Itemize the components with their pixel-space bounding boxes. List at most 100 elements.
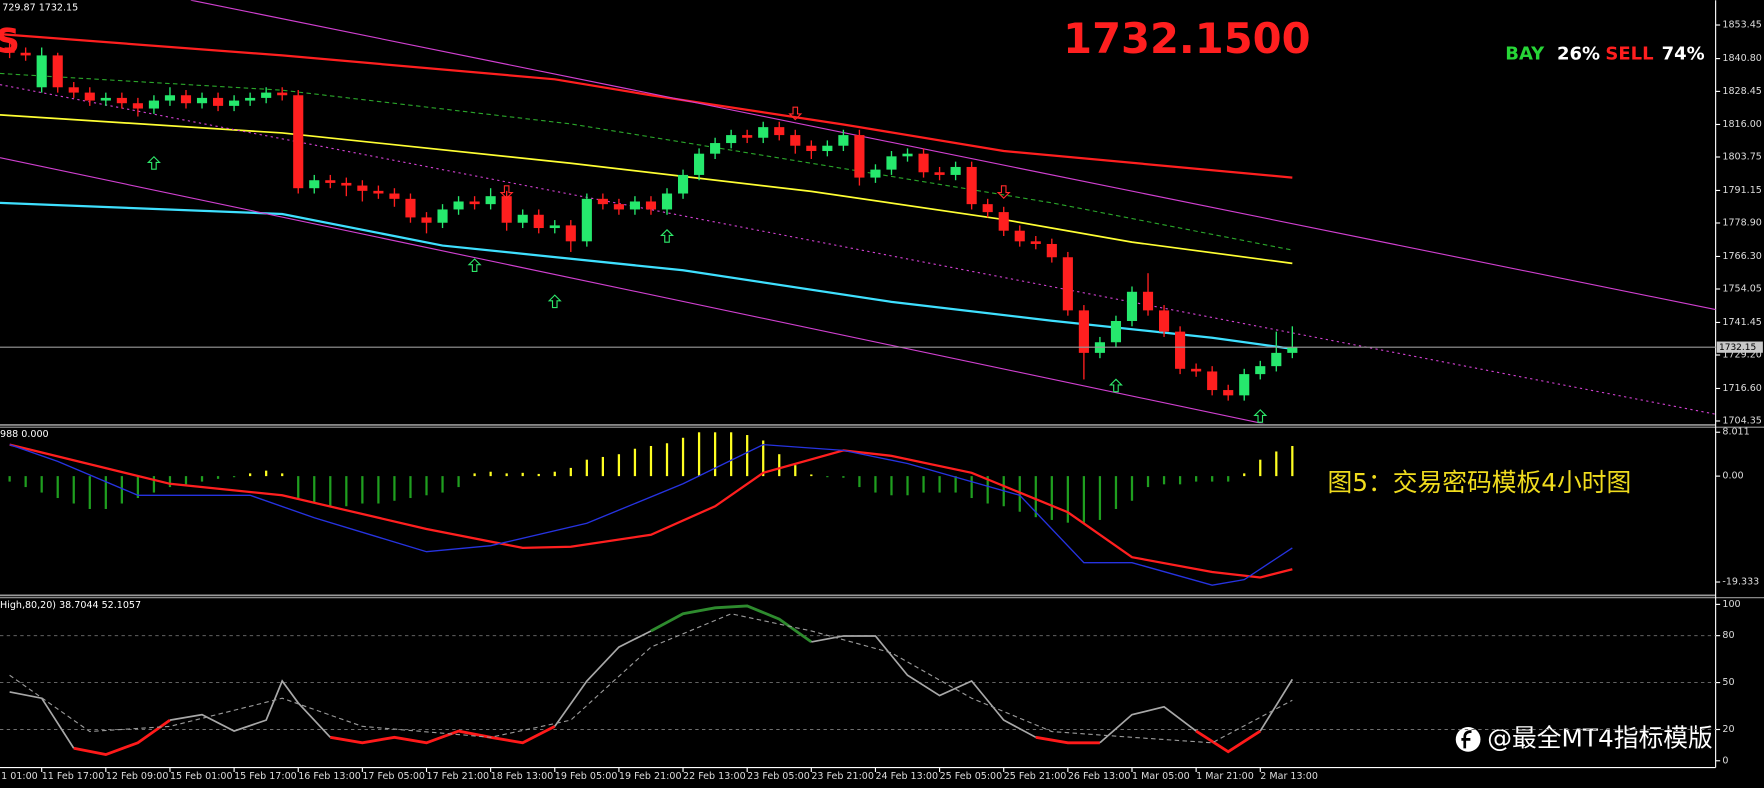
y-tick-label: 1828.45 bbox=[1722, 86, 1761, 97]
candle-body bbox=[1030, 241, 1041, 244]
candle-body bbox=[629, 201, 641, 210]
histogram-bar bbox=[136, 476, 140, 499]
candle-body bbox=[373, 190, 384, 194]
candle-body bbox=[1014, 230, 1025, 242]
stochastic-main-line bbox=[811, 635, 1037, 739]
y-tick-label: 8.011 bbox=[1722, 427, 1749, 438]
histogram-bar bbox=[521, 472, 524, 477]
histogram-bar bbox=[713, 432, 717, 477]
candle-body bbox=[4, 47, 15, 53]
histogram-bar bbox=[249, 473, 252, 477]
y-tick-label: 1778.90 bbox=[1722, 217, 1761, 228]
candle-body bbox=[148, 100, 159, 109]
candle-body bbox=[966, 166, 977, 205]
candle-body bbox=[918, 153, 929, 173]
candle-body bbox=[20, 52, 31, 56]
candle-body bbox=[1255, 366, 1266, 375]
candle-body bbox=[389, 193, 400, 199]
x-tick-label: 1 Mar 05:00 bbox=[1132, 771, 1190, 782]
x-tick-label: 15 Feb 17:00 bbox=[234, 771, 297, 782]
candle-body bbox=[645, 201, 657, 210]
histogram-bar bbox=[826, 476, 829, 478]
candle-body bbox=[950, 166, 961, 175]
price-text: 1732.1500 bbox=[1063, 14, 1310, 63]
candle-body bbox=[229, 100, 240, 106]
candle-body bbox=[1046, 243, 1057, 258]
candle-body bbox=[485, 196, 496, 205]
histogram-bar bbox=[1130, 476, 1134, 501]
histogram-bar bbox=[1050, 476, 1053, 520]
candle-body bbox=[501, 196, 512, 223]
x-tick-label: 15 Feb 01:00 bbox=[170, 771, 233, 782]
indicator-line bbox=[190, 0, 1716, 311]
histogram-bar bbox=[1178, 476, 1182, 485]
stochastic-main-line bbox=[1099, 705, 1197, 744]
x-tick-label: 17 Feb 21:00 bbox=[427, 771, 490, 782]
stochastic-main-line bbox=[169, 679, 331, 738]
sell-arrow bbox=[499, 185, 514, 199]
candle-body bbox=[661, 193, 673, 210]
indicator-line bbox=[0, 114, 1293, 265]
sell-arrow bbox=[996, 185, 1011, 199]
histogram-bar bbox=[168, 476, 172, 488]
x-tick-label: 19 Feb 21:00 bbox=[619, 771, 682, 782]
y-tick-label: 1816.00 bbox=[1722, 119, 1761, 130]
x-tick-label: 19 Feb 05:00 bbox=[555, 771, 618, 782]
x-tick-label: 12 Feb 09:00 bbox=[106, 771, 169, 782]
histogram-bar bbox=[88, 476, 91, 509]
histogram-bar bbox=[553, 471, 556, 477]
candle-body bbox=[902, 153, 913, 157]
candle-body bbox=[293, 95, 304, 189]
histogram-bar bbox=[938, 476, 941, 493]
histogram-bar bbox=[1162, 476, 1166, 485]
bid-label: 1732.15 bbox=[1719, 343, 1756, 353]
watermark-logo-mark bbox=[1461, 730, 1472, 749]
panel bbox=[8, 432, 1294, 586]
candle-body bbox=[421, 217, 432, 223]
histogram-bar bbox=[906, 476, 909, 496]
candle-body bbox=[710, 143, 721, 154]
x-tick-label: 18 Feb 13:00 bbox=[491, 771, 554, 782]
y-tick-label: 50 bbox=[1722, 677, 1734, 688]
histogram-bar bbox=[281, 473, 284, 477]
y-tick-label: 0.00 bbox=[1722, 471, 1743, 482]
histogram-bar bbox=[1243, 473, 1246, 477]
candle-body bbox=[1110, 320, 1122, 343]
histogram-bar bbox=[665, 443, 669, 477]
candle-body bbox=[565, 225, 576, 242]
histogram-bar bbox=[649, 445, 653, 477]
candle-body bbox=[357, 185, 368, 191]
buy-arrow bbox=[146, 155, 161, 170]
candle-body bbox=[677, 174, 689, 194]
histogram-bar bbox=[1275, 451, 1278, 477]
y-tick-label: 1716.60 bbox=[1722, 383, 1761, 394]
x-tick-label: 11 Feb 17:00 bbox=[42, 771, 105, 782]
candle-body bbox=[245, 97, 256, 101]
candle-body bbox=[806, 145, 817, 152]
candle-body bbox=[886, 156, 897, 170]
indicator-line bbox=[0, 72, 1293, 251]
macd-line bbox=[9, 443, 1293, 586]
candle-body bbox=[164, 95, 176, 101]
y-tick-label: 1704.35 bbox=[1722, 415, 1761, 426]
histogram-bar bbox=[1227, 476, 1230, 482]
candle-body bbox=[822, 145, 833, 152]
histogram-bar bbox=[681, 437, 685, 477]
histogram-bar bbox=[1259, 459, 1262, 477]
candle-body bbox=[84, 92, 95, 101]
buy-arrow bbox=[660, 228, 674, 243]
candle-body bbox=[453, 201, 464, 210]
histogram-bar bbox=[778, 454, 781, 477]
indicator-line bbox=[0, 157, 1265, 424]
candle-body bbox=[533, 214, 544, 229]
candle-body bbox=[116, 97, 127, 104]
x-tick-label: 16 Feb 13:00 bbox=[298, 771, 361, 782]
y-tick-label: 1741.45 bbox=[1722, 317, 1761, 328]
histogram-bar bbox=[697, 432, 701, 477]
histogram-bar bbox=[842, 476, 845, 478]
histogram-bar bbox=[104, 476, 107, 509]
stochastic-main-line bbox=[650, 604, 813, 644]
histogram-bar bbox=[1018, 476, 1021, 512]
stochastic-main-line bbox=[73, 718, 171, 756]
